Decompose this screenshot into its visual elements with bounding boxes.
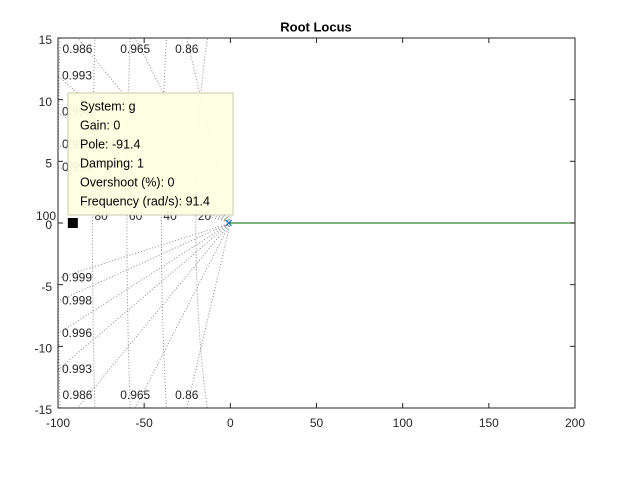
damping-line — [58, 222, 231, 335]
damping-label: 0.965 — [120, 42, 150, 56]
frequency-arc — [91, 38, 96, 408]
y-tick-label: -10 — [35, 342, 53, 356]
datatip-line: Overshoot (%): 0 — [80, 175, 175, 189]
y-tick-label: 0 — [45, 218, 52, 232]
x-tick-label: 200 — [565, 416, 585, 430]
y-tick-label: 15 — [39, 33, 53, 47]
datatip-line: Gain: 0 — [80, 118, 120, 132]
y-tick-label: -15 — [35, 403, 53, 417]
x-tick-label: 150 — [479, 416, 499, 430]
data — [225, 219, 575, 227]
frequency-arc — [160, 38, 167, 408]
datatip-box — [67, 92, 234, 216]
pole-marker — [225, 219, 233, 227]
datatip-marker — [67, 218, 78, 228]
damping-label: 0.986 — [62, 42, 92, 56]
datatip-line: System: g — [80, 99, 136, 113]
datatip-line: Pole: -91.4 — [80, 137, 141, 151]
chart-title: Root Locus — [280, 19, 352, 34]
damping-label: 0.998 — [62, 293, 92, 307]
x-tick-label: -100 — [46, 416, 70, 430]
damping-label: 0.986 — [62, 388, 92, 402]
x-tick-label: -50 — [135, 416, 153, 430]
damping-line — [77, 222, 231, 408]
datatip-line: Damping: 1 — [80, 156, 144, 170]
damping-label: 0.86 — [175, 388, 199, 402]
damping-line — [58, 222, 231, 279]
x-tick-label: 100 — [393, 416, 413, 430]
datatip: System: g Gain: 0 Pole: -91.4 Damping: 1 Ove… — [67, 92, 234, 228]
y-tick-label: 5 — [45, 157, 52, 171]
damping-label: 0.993 — [62, 362, 92, 376]
damping-label: 0.993 — [62, 68, 92, 82]
damping-label: 0.965 — [120, 388, 150, 402]
y-tick-label: -5 — [41, 280, 52, 294]
frequency-label: 100 — [36, 209, 56, 223]
damping-label: 0.999 — [62, 270, 92, 284]
damping-label: 0.86 — [175, 42, 199, 56]
damping-label: 0.996 — [62, 326, 92, 340]
datatip-line: Frequency (rad/s): 91.4 — [80, 194, 210, 208]
y-tick-label: 10 — [39, 95, 53, 109]
x-tick-label: 0 — [227, 416, 234, 430]
x-tick-label: 50 — [310, 416, 324, 430]
